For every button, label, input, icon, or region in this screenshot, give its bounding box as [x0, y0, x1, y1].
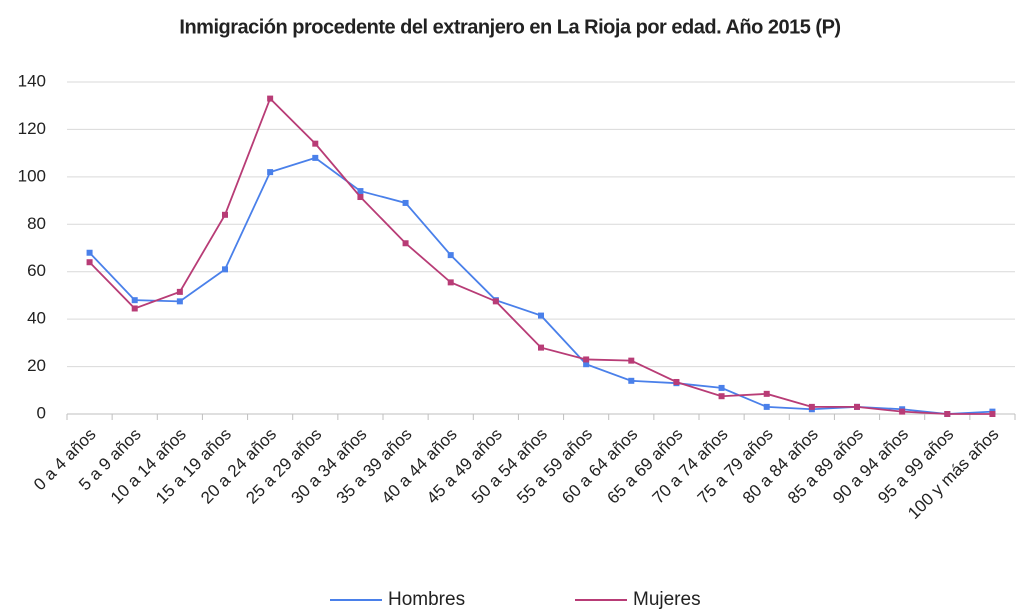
- point: [447, 279, 454, 286]
- y-tick-label: 60: [27, 261, 46, 280]
- point: [718, 384, 725, 391]
- point: [718, 393, 725, 400]
- point: [763, 390, 770, 397]
- point: [628, 377, 635, 384]
- y-tick-label: 100: [18, 166, 46, 185]
- chart-title: Inmigración procedente del extranjero en…: [179, 16, 840, 38]
- point: [357, 194, 364, 201]
- y-tick-label: 120: [18, 119, 46, 138]
- series-line: [88, 156, 993, 415]
- legend-label: Hombres: [388, 589, 465, 610]
- point: [538, 344, 544, 351]
- point: [763, 403, 770, 410]
- y-tick-label: 40: [27, 309, 46, 328]
- point: [402, 240, 409, 247]
- point: [222, 211, 228, 218]
- legend-label: Mujeres: [633, 589, 701, 610]
- point: [538, 312, 544, 319]
- point: [131, 297, 138, 304]
- point: [357, 188, 364, 195]
- y-tick-label: 140: [18, 71, 46, 90]
- point: [86, 259, 93, 266]
- point: [402, 199, 409, 206]
- point: [267, 169, 274, 176]
- y-tick-label: 80: [27, 214, 46, 233]
- point: [176, 288, 183, 295]
- point: [854, 403, 860, 410]
- point: [583, 361, 590, 368]
- point: [447, 252, 454, 259]
- point: [222, 266, 228, 273]
- point: [131, 305, 138, 312]
- point: [899, 408, 906, 415]
- point: [808, 403, 815, 410]
- point: [944, 411, 951, 417]
- point: [673, 378, 680, 385]
- point: [628, 357, 635, 364]
- point: [312, 140, 319, 147]
- point: [86, 249, 93, 256]
- point: [583, 356, 590, 363]
- point: [176, 298, 183, 305]
- y-tick-label: 0: [37, 403, 46, 422]
- point: [492, 298, 499, 305]
- point: [312, 154, 319, 161]
- point: [267, 95, 274, 102]
- y-tick-label: 20: [27, 356, 46, 375]
- point: [989, 411, 996, 417]
